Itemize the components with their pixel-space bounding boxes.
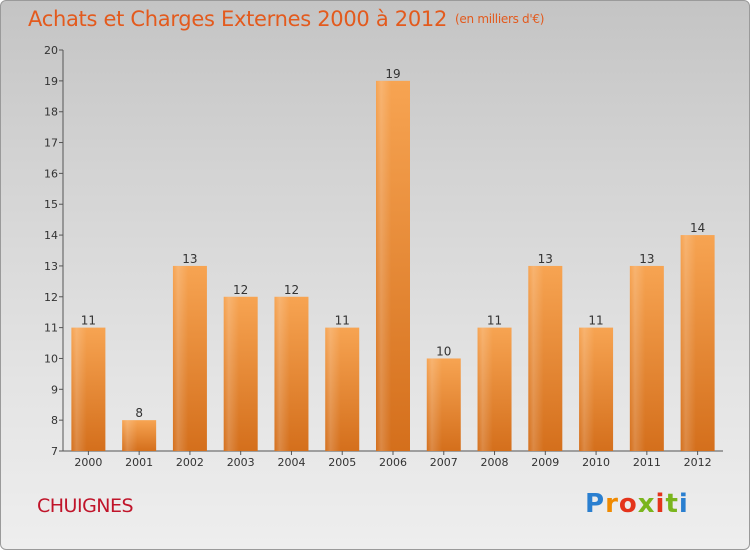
bars: 11 2000 8 2001 13 2002 12 2003 12 2004 11 2005 19 200…: [71, 67, 715, 469]
x-tick-label: 2012: [684, 456, 712, 469]
logo-letter: x: [637, 489, 656, 519]
y-tick-label: 8: [51, 414, 58, 427]
y-tick-label: 12: [44, 291, 58, 304]
logo-letter: i: [655, 489, 666, 519]
x-tick-label: 2000: [74, 456, 102, 469]
y-tick-label: 9: [51, 383, 58, 396]
chart-unit: (en milliers d'€): [455, 12, 545, 26]
bar-highlight: [172, 265, 207, 451]
y-tick-label: 13: [44, 260, 58, 273]
bar-value-label: 11: [81, 314, 96, 328]
y-tick-label: 10: [44, 352, 58, 365]
chart-title-text: Achats et Charges Externes 2000 à 2012: [28, 7, 448, 31]
bar-highlight: [71, 327, 106, 451]
x-tick-label: 2003: [227, 456, 255, 469]
logo-letter: t: [665, 489, 679, 519]
logo-letter: i: [678, 489, 689, 519]
proxiti-logo: Proxiti: [585, 489, 689, 519]
bar-value-label: 12: [284, 283, 299, 297]
x-tick-label: 2008: [481, 456, 509, 469]
bar-highlight: [274, 296, 309, 451]
y-tick-label: 16: [44, 167, 58, 180]
bar-value-label: 13: [182, 252, 197, 266]
y-tick-label: 18: [44, 106, 58, 119]
y-tick-label: 17: [44, 137, 58, 150]
x-tick-label: 2006: [379, 456, 407, 469]
bar-value-label: 13: [538, 252, 553, 266]
bar-highlight: [528, 265, 563, 451]
chart-title: Achats et Charges Externes 2000 à 2012 (e…: [28, 7, 544, 31]
bar-value-label: 8: [135, 406, 143, 420]
bar-value-label: 11: [335, 314, 350, 328]
y-tick-label: 19: [44, 75, 58, 88]
logo-letter: P: [585, 489, 606, 519]
bar-value-label: 10: [436, 344, 451, 358]
y-tick-label: 11: [44, 322, 58, 335]
x-tick-label: 2010: [582, 456, 610, 469]
bar-highlight: [680, 235, 715, 451]
bar-value-label: 11: [588, 314, 603, 328]
x-tick-label: 2001: [125, 456, 153, 469]
bar-highlight: [477, 327, 512, 451]
x-tick-label: 2007: [430, 456, 458, 469]
y-tick-label: 7: [51, 445, 58, 458]
bar-value-label: 19: [385, 67, 400, 81]
x-tick-label: 2004: [277, 456, 305, 469]
bar-highlight: [223, 296, 258, 451]
x-tick-label: 2009: [531, 456, 559, 469]
bar-highlight: [629, 265, 664, 451]
x-tick-label: 2005: [328, 456, 356, 469]
bar-highlight: [325, 327, 360, 451]
bar-highlight: [579, 327, 614, 451]
bar-highlight: [426, 358, 461, 451]
x-tick-label: 2002: [176, 456, 204, 469]
y-tick-label: 14: [44, 229, 58, 242]
bar-value-label: 14: [690, 221, 705, 235]
logo-letter: r: [605, 489, 619, 519]
y-tick-label: 15: [44, 198, 58, 211]
x-tick-label: 2011: [633, 456, 661, 469]
commune-name: CHUIGNES: [37, 495, 134, 517]
bar-highlight: [376, 80, 410, 451]
bar-value-label: 12: [233, 283, 248, 297]
bar-value-label: 11: [487, 314, 502, 328]
bar-value-label: 13: [639, 252, 654, 266]
bar-highlight: [122, 420, 157, 451]
logo-letter: o: [618, 489, 638, 519]
y-tick-label: 20: [44, 44, 58, 57]
